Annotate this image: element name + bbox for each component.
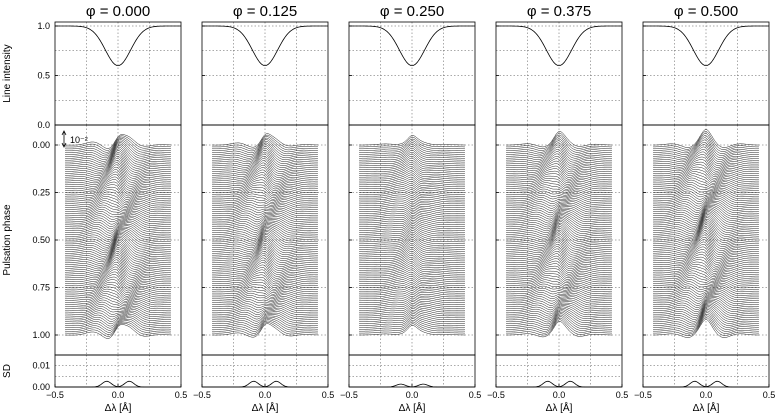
grid-layer (55, 22, 769, 387)
x-tick-label: 0.5 (616, 390, 629, 400)
y-tick-label: 0.01 (32, 361, 50, 371)
x-tick-label: −0.5 (634, 390, 652, 400)
panel-title: φ = 0.375 (527, 3, 591, 20)
y-tick-label: 1.0 (37, 21, 50, 31)
x-tick-label: 0.0 (112, 390, 125, 400)
panel-title: φ = 0.125 (233, 3, 297, 20)
line-intensity-profile (643, 25, 769, 67)
phase-residual-curves (212, 133, 318, 338)
x-tick-label: 0.5 (322, 390, 335, 400)
x-tick-label: −0.5 (193, 390, 211, 400)
line-intensity-profile (496, 25, 622, 67)
y-tick-label: 0.5 (37, 71, 50, 81)
phase-residual-curves (506, 131, 612, 338)
y-tick-label: 0.0 (37, 120, 50, 130)
x-tick-label: 0.5 (763, 390, 776, 400)
y-tick-label: 0.75 (32, 283, 50, 293)
x-tick-label: 0.0 (406, 390, 419, 400)
x-tick-label: 0.5 (469, 390, 482, 400)
x-axis-label: Δλ [Å] (693, 401, 720, 414)
line-intensity-profile (55, 25, 181, 67)
x-tick-label: 0.0 (700, 390, 713, 400)
line-intensity-profile (349, 25, 475, 67)
x-tick-label: −0.5 (340, 390, 358, 400)
y-tick-label: 0.25 (32, 188, 50, 198)
x-axis-label: Δλ [Å] (546, 401, 573, 414)
phase-residual-curves (65, 134, 171, 339)
phase-residual-curves (653, 129, 759, 338)
x-tick-label: −0.5 (46, 390, 64, 400)
x-axis-label: Δλ [Å] (252, 401, 279, 414)
x-tick-label: 0.5 (175, 390, 188, 400)
y-tick-label: 0.50 (32, 235, 50, 245)
y-tick-label: 0.00 (32, 382, 50, 392)
x-axis-label: Δλ [Å] (399, 401, 426, 414)
panel-title: φ = 0.500 (674, 3, 738, 20)
scale-bar-label: 10⁻² (70, 135, 88, 145)
row-label: SD (2, 364, 13, 378)
label-layer: −0.5 0.0 0.5 Δλ [Å] φ = 0.000 −0.5 0.0 0.5 Δλ [Å… (2, 3, 775, 414)
x-tick-label: 0.0 (259, 390, 272, 400)
panel-title: φ = 0.250 (380, 3, 444, 20)
panel-title: φ = 0.000 (86, 3, 150, 20)
x-tick-label: 0.0 (553, 390, 566, 400)
y-tick-label: 0.00 (32, 140, 50, 150)
row-label: Pulsation phase (2, 204, 13, 276)
scale-bar-arrow-down (61, 142, 67, 148)
phase-residual-curves (359, 135, 465, 336)
frame-layer (54, 21, 770, 388)
row-label: Line intensity (2, 44, 13, 102)
scale-bar-arrow-up (61, 130, 67, 136)
x-axis-label: Δλ [Å] (105, 401, 132, 414)
line-intensity-profile (202, 25, 328, 67)
x-tick-label: −0.5 (487, 390, 505, 400)
y-tick-label: 1.00 (32, 330, 50, 340)
